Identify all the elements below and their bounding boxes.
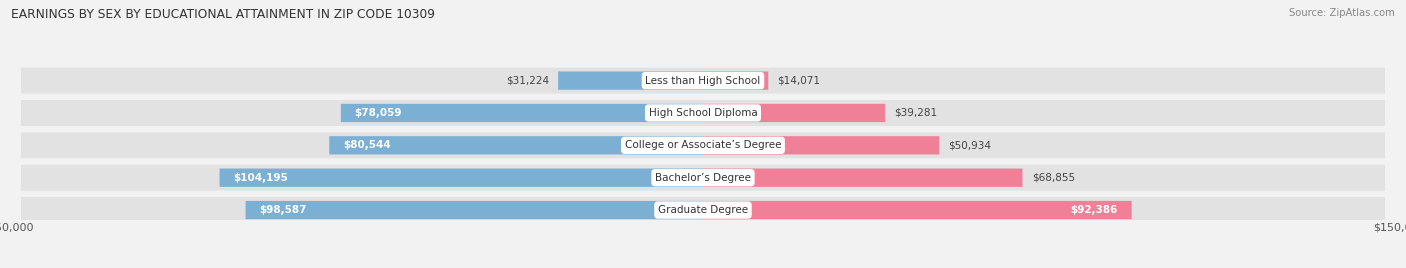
FancyBboxPatch shape: [219, 169, 703, 187]
Text: Source: ZipAtlas.com: Source: ZipAtlas.com: [1289, 8, 1395, 18]
Text: $98,587: $98,587: [260, 205, 307, 215]
Text: $78,059: $78,059: [354, 108, 402, 118]
FancyBboxPatch shape: [703, 72, 768, 90]
FancyBboxPatch shape: [246, 201, 703, 219]
FancyBboxPatch shape: [21, 197, 1385, 223]
FancyBboxPatch shape: [329, 136, 703, 154]
FancyBboxPatch shape: [21, 165, 1385, 191]
Text: EARNINGS BY SEX BY EDUCATIONAL ATTAINMENT IN ZIP CODE 10309: EARNINGS BY SEX BY EDUCATIONAL ATTAINMEN…: [11, 8, 436, 21]
FancyBboxPatch shape: [703, 104, 886, 122]
FancyBboxPatch shape: [21, 100, 1385, 126]
FancyBboxPatch shape: [21, 132, 1385, 158]
FancyBboxPatch shape: [703, 169, 1022, 187]
Text: Graduate Degree: Graduate Degree: [658, 205, 748, 215]
Text: $39,281: $39,281: [894, 108, 938, 118]
FancyBboxPatch shape: [703, 201, 1132, 219]
Text: $80,544: $80,544: [343, 140, 391, 150]
Text: $92,386: $92,386: [1070, 205, 1118, 215]
Text: $68,855: $68,855: [1032, 173, 1074, 183]
Text: $50,934: $50,934: [949, 140, 991, 150]
FancyBboxPatch shape: [340, 104, 703, 122]
Text: High School Diploma: High School Diploma: [648, 108, 758, 118]
Text: $14,071: $14,071: [778, 76, 821, 85]
Text: Less than High School: Less than High School: [645, 76, 761, 85]
FancyBboxPatch shape: [703, 136, 939, 154]
Text: College or Associate’s Degree: College or Associate’s Degree: [624, 140, 782, 150]
FancyBboxPatch shape: [21, 68, 1385, 94]
Text: $31,224: $31,224: [506, 76, 548, 85]
FancyBboxPatch shape: [558, 72, 703, 90]
Text: $104,195: $104,195: [233, 173, 288, 183]
Text: Bachelor’s Degree: Bachelor’s Degree: [655, 173, 751, 183]
